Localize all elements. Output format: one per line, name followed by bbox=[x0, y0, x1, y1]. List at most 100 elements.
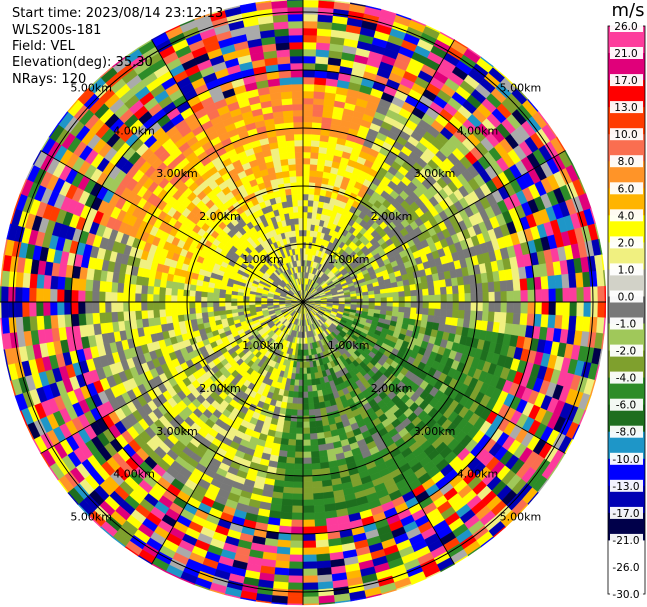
velocity-bin bbox=[295, 235, 301, 243]
velocity-bin bbox=[283, 480, 294, 488]
velocity-bin bbox=[312, 116, 323, 124]
velocity-bin bbox=[410, 307, 418, 315]
velocity-bin bbox=[302, 55, 317, 64]
velocity-bin bbox=[299, 355, 304, 363]
velocity-bin bbox=[297, 391, 304, 399]
velocity-bin bbox=[289, 48, 304, 57]
velocity-bin bbox=[293, 379, 300, 387]
velocity-bin bbox=[274, 35, 290, 44]
velocity-bin bbox=[312, 492, 324, 500]
velocity-bin bbox=[293, 481, 304, 489]
velocity-bin bbox=[280, 91, 293, 100]
velocity-bin bbox=[43, 314, 52, 330]
velocity-bin bbox=[317, 21, 333, 30]
velocity-bin bbox=[70, 301, 79, 315]
velocity-bin bbox=[310, 378, 317, 386]
velocity-bin bbox=[313, 98, 325, 106]
velocity-bin bbox=[312, 390, 319, 398]
velocity-bin bbox=[302, 596, 320, 605]
velocity-bin bbox=[312, 104, 324, 112]
velocity-bin bbox=[224, 301, 232, 307]
velocity-bin bbox=[152, 286, 161, 295]
velocity-bin bbox=[286, 145, 296, 154]
velocity-bin bbox=[500, 301, 508, 313]
velocity-bin bbox=[273, 21, 289, 30]
velocity-bin bbox=[314, 188, 322, 196]
velocity-bin bbox=[562, 301, 571, 317]
velocity-bin bbox=[310, 139, 321, 148]
velocity-bin bbox=[307, 205, 314, 213]
velocity-bin bbox=[476, 301, 484, 312]
velocity-bin bbox=[569, 301, 578, 317]
velocity-bin bbox=[293, 463, 304, 471]
velocity-bin bbox=[590, 301, 599, 318]
velocity-bin bbox=[282, 170, 291, 178]
velocity-bin bbox=[0, 301, 9, 319]
velocity-bin bbox=[292, 493, 304, 501]
velocity-bin bbox=[57, 314, 66, 328]
velocity-bin bbox=[534, 301, 543, 315]
velocity-bin bbox=[182, 289, 190, 297]
velocity-bin bbox=[292, 199, 299, 207]
velocity-bin bbox=[315, 176, 323, 184]
velocity-bin bbox=[152, 309, 161, 318]
velocity-bin bbox=[290, 526, 304, 535]
velocity-bin bbox=[206, 301, 214, 308]
velocity-bin bbox=[493, 311, 501, 323]
velocity-bin bbox=[307, 199, 314, 207]
velocity-bin bbox=[279, 443, 289, 452]
velocity-bin bbox=[309, 438, 319, 447]
velocity-bin bbox=[302, 69, 316, 78]
velocity-bin bbox=[152, 293, 160, 303]
velocity-bin bbox=[224, 305, 232, 311]
velocity-bin bbox=[422, 301, 430, 309]
velocity-bin bbox=[292, 205, 299, 213]
velocity-bin bbox=[279, 518, 292, 527]
velocity-bin bbox=[28, 287, 37, 303]
velocity-bin bbox=[92, 312, 101, 325]
velocity-bin bbox=[292, 391, 299, 399]
velocity-bin bbox=[14, 301, 23, 318]
velocity-bin bbox=[296, 181, 304, 189]
velocity-bin bbox=[290, 187, 298, 195]
velocity-bin bbox=[286, 603, 304, 606]
velocity-bin bbox=[302, 169, 311, 177]
velocity-bin bbox=[416, 301, 424, 309]
velocity-bin bbox=[284, 408, 292, 416]
velocity-bin bbox=[189, 283, 197, 291]
velocity-bin bbox=[293, 115, 304, 123]
velocity-bin bbox=[99, 312, 107, 324]
velocity-bin bbox=[63, 301, 72, 315]
velocity-bin bbox=[189, 313, 197, 321]
velocity-bin bbox=[296, 241, 301, 249]
velocity-bin bbox=[302, 475, 313, 483]
velocity-bin bbox=[302, 355, 307, 363]
velocity-bin bbox=[308, 181, 316, 189]
velocity-bin bbox=[302, 20, 318, 29]
velocity-bin bbox=[298, 229, 304, 237]
velocity-bin bbox=[302, 481, 313, 489]
velocity-bin bbox=[368, 301, 376, 307]
velocity-bin bbox=[302, 561, 318, 570]
velocity-bin bbox=[290, 519, 304, 528]
velocity-bin bbox=[302, 0, 320, 8]
velocity-bin bbox=[311, 462, 321, 471]
velocity-bin bbox=[29, 273, 38, 289]
velocity-bin bbox=[293, 127, 304, 135]
velocity-bin bbox=[92, 279, 101, 292]
velocity-bin bbox=[488, 301, 496, 313]
velocity-bin bbox=[104, 301, 112, 313]
velocity-bin bbox=[310, 151, 319, 160]
velocity-bin bbox=[302, 6, 319, 15]
velocity-bin bbox=[314, 408, 322, 416]
velocity-bin bbox=[427, 314, 435, 323]
velocity-bin bbox=[302, 187, 310, 195]
velocity-bin bbox=[309, 157, 319, 166]
velocity-bin bbox=[305, 349, 309, 357]
velocity-bin bbox=[439, 308, 448, 318]
velocity-bin bbox=[313, 84, 327, 93]
velocity-bin bbox=[302, 397, 309, 405]
velocity-bin bbox=[313, 504, 326, 513]
velocity-bin bbox=[201, 311, 209, 319]
velocity-bin bbox=[91, 301, 100, 314]
